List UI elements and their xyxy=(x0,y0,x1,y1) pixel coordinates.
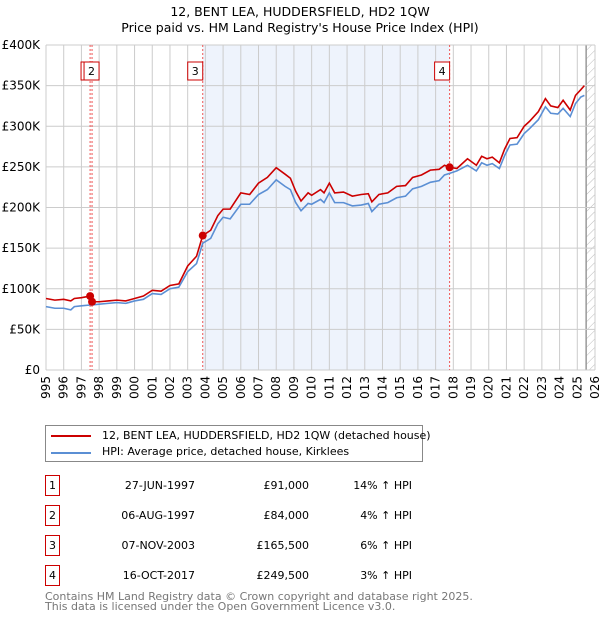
transaction-point xyxy=(88,297,97,306)
y-tick-label: £150K xyxy=(2,241,42,255)
marker-box xyxy=(83,61,100,81)
table-row: 4 16-OCT-2017 £249,500 3% ↑ HPI xyxy=(45,565,445,586)
row-number: 4 xyxy=(45,565,60,586)
x-tick-label: 2013 xyxy=(358,376,372,400)
x-tick-label: 2005 xyxy=(216,376,230,400)
row-price: £91,000 xyxy=(263,479,310,492)
x-tick-label: 2026 xyxy=(588,376,600,400)
x-tick-label: 2018 xyxy=(446,376,460,400)
legend-property: 12, BENT LEA, HUDDERSFIELD, HD2 1QW (det… xyxy=(102,429,431,442)
row-price: £84,000 xyxy=(263,509,310,522)
y-tick-label: £350K xyxy=(2,79,42,93)
table-row: 3 07-NOV-2003 £165,500 6% ↑ HPI xyxy=(45,535,445,556)
x-tick-label: 2024 xyxy=(553,376,567,400)
y-tick-label: £0 xyxy=(25,363,40,377)
row-number: 1 xyxy=(45,475,60,496)
legend-red-line xyxy=(51,435,91,437)
chart-subtitle: Price paid vs. HM Land Registry's House … xyxy=(121,20,479,35)
x-tick-label: 2004 xyxy=(198,376,212,400)
x-tick-label: 1998 xyxy=(92,376,106,400)
legend: 12, BENT LEA, HUDDERSFIELD, HD2 1QW (det… xyxy=(45,425,431,462)
x-tick-label: 2019 xyxy=(464,376,478,400)
row-date: 16-OCT-2017 xyxy=(122,569,195,582)
y-tick-label: £50K xyxy=(9,322,41,336)
table-row: 2 06-AUG-1997 £84,000 4% ↑ HPI xyxy=(45,505,445,526)
transaction-point xyxy=(445,163,454,172)
row-date: 07-NOV-2003 xyxy=(121,539,195,552)
y-tick-label: £250K xyxy=(2,160,42,174)
legend-hpi: HPI: Average price, detached house, Kirk… xyxy=(102,445,350,458)
row-number: 3 xyxy=(45,535,60,556)
marker-label: 3 xyxy=(192,65,199,78)
x-tick-label: 2007 xyxy=(252,376,266,400)
x-tick-label: 2012 xyxy=(340,376,354,400)
marker-box xyxy=(187,61,204,81)
row-hpi: 4% ↑ HPI xyxy=(360,509,412,522)
row-date: 27-JUN-1997 xyxy=(124,479,195,492)
x-tick-label: 2014 xyxy=(375,376,389,400)
x-tick-label: 1997 xyxy=(74,376,88,400)
marker-box xyxy=(434,61,451,81)
x-tick-label: 2021 xyxy=(499,376,513,400)
y-tick-label: £100K xyxy=(2,282,42,296)
x-tick-label: 2006 xyxy=(234,376,248,400)
chart-title: 12, BENT LEA, HUDDERSFIELD, HD2 1QW xyxy=(170,4,430,19)
price-chart: 1995 1996 1997 1998 1999 2000 2001 2002 2003 2004… xyxy=(2,38,600,400)
transaction-point xyxy=(198,231,207,240)
x-tick-label: 2000 xyxy=(128,376,142,400)
x-tick-label: 2003 xyxy=(181,376,195,400)
x-tick-label: 2022 xyxy=(517,376,531,400)
footer-line2: This data is licensed under the Open Gov… xyxy=(45,600,396,613)
row-hpi: 3% ↑ HPI xyxy=(360,569,412,582)
x-tick-label: 1999 xyxy=(110,376,124,400)
x-tick-label: 2001 xyxy=(145,376,159,400)
footer-line1: Contains HM Land Registry data © Crown c… xyxy=(45,590,473,603)
table-row: 1 27-JUN-1997 £91,000 14% ↑ HPI xyxy=(45,475,445,496)
x-tick-label: 2008 xyxy=(269,376,283,400)
x-tick-label: 2020 xyxy=(482,376,496,400)
row-hpi: 14% ↑ HPI xyxy=(353,479,412,492)
row-price: £165,500 xyxy=(256,539,310,552)
x-tick-label: 2011 xyxy=(322,376,336,400)
x-tick-label: 2015 xyxy=(393,376,407,400)
row-number: 2 xyxy=(45,505,60,526)
x-tick-label: 2023 xyxy=(535,376,549,400)
row-hpi: 6% ↑ HPI xyxy=(360,539,412,552)
marker-label: 2 xyxy=(88,65,95,78)
series-line xyxy=(45,94,585,311)
x-tick-label: 2009 xyxy=(287,376,301,400)
x-tick-label: 2016 xyxy=(411,376,425,400)
legend-blue-line xyxy=(51,452,91,454)
row-date: 06-AUG-1997 xyxy=(121,509,195,522)
series-line xyxy=(45,85,585,303)
x-tick-label: 1996 xyxy=(57,376,71,400)
x-tick-label: 2025 xyxy=(570,376,584,400)
y-tick-label: £300K xyxy=(2,119,42,133)
y-tick-label: £200K xyxy=(2,201,42,215)
x-tick-label: 2017 xyxy=(429,376,443,400)
y-tick-label: £400K xyxy=(2,38,42,52)
x-tick-label: 2002 xyxy=(163,376,177,400)
x-tick-label: 1995 xyxy=(39,376,53,400)
marker-label: 4 xyxy=(439,65,446,78)
row-price: £249,500 xyxy=(256,569,310,582)
x-tick-label: 2010 xyxy=(305,376,319,400)
